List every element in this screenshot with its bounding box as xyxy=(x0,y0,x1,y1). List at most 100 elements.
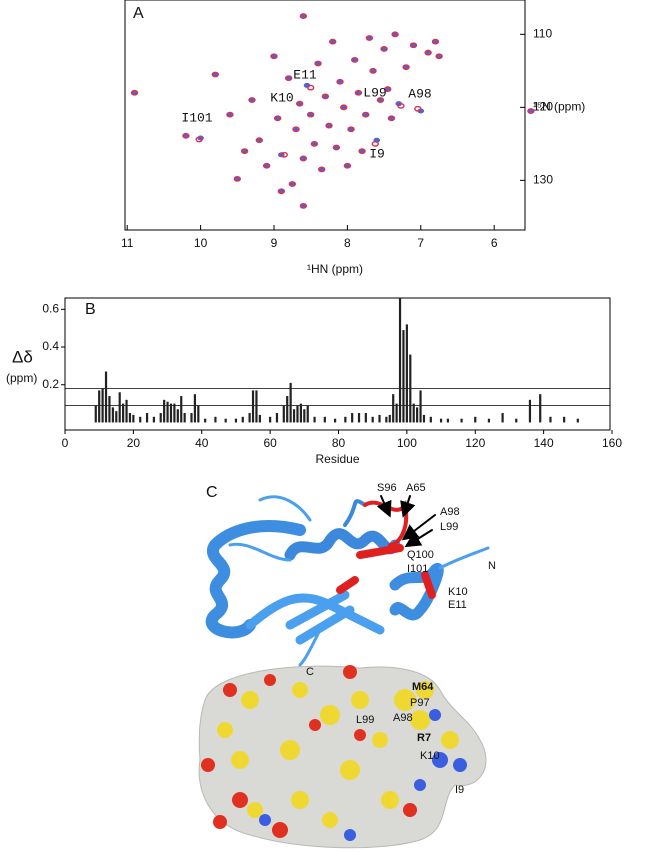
bar xyxy=(204,418,207,423)
y-axis-label: ¹⁵N (ppm) xyxy=(533,100,585,114)
x-tick-label: 6 xyxy=(491,236,498,250)
bar xyxy=(241,416,244,423)
bar xyxy=(101,388,104,423)
x-tick-label: 0 xyxy=(62,436,69,450)
peak xyxy=(376,97,385,103)
bar xyxy=(255,390,258,423)
bar xyxy=(111,407,114,423)
bar xyxy=(398,298,402,423)
peak xyxy=(343,162,352,169)
surface-label: P97 xyxy=(410,697,430,709)
bars xyxy=(94,298,579,423)
peak xyxy=(329,38,337,45)
peak xyxy=(292,126,300,133)
bar xyxy=(515,418,518,423)
bar xyxy=(214,416,217,423)
bar xyxy=(180,396,183,423)
peak xyxy=(362,111,370,118)
x-tick-label: 160 xyxy=(602,436,622,450)
peak xyxy=(270,53,278,60)
peak xyxy=(402,64,410,71)
peak xyxy=(380,46,388,52)
residue-label: C xyxy=(306,666,314,678)
peak xyxy=(340,104,348,111)
bar xyxy=(193,394,197,423)
bar xyxy=(422,414,426,423)
panel-a: A 11 10 9 8 7 6 110 120 130 ¹HN (ppm) ¹⁵N (ppm) E11K… xyxy=(121,0,585,276)
peak xyxy=(391,31,399,38)
bar xyxy=(344,416,347,423)
bar xyxy=(94,405,97,423)
x-axis-label: Residue xyxy=(315,452,359,466)
bar xyxy=(549,416,552,423)
surface-label: I9 xyxy=(455,784,464,796)
x-tick-label: 20 xyxy=(127,436,141,450)
bar xyxy=(501,413,504,423)
y-tick-label: 0.6 xyxy=(42,301,59,315)
residue-label: K10 xyxy=(448,586,468,598)
bar xyxy=(539,394,542,423)
bar xyxy=(446,418,449,423)
peak xyxy=(321,93,330,100)
peak xyxy=(182,132,190,139)
bar xyxy=(323,416,326,423)
peak xyxy=(347,126,355,133)
peak xyxy=(414,105,422,112)
surface-label: A98 xyxy=(393,712,413,724)
bar xyxy=(269,416,272,423)
peak xyxy=(310,140,319,147)
residue-label: N xyxy=(488,560,496,572)
residue-label: A98 xyxy=(440,506,460,518)
x-tick-label: 60 xyxy=(263,436,277,450)
peak xyxy=(369,67,377,74)
ribbon-structure xyxy=(205,495,490,667)
bar xyxy=(392,394,395,423)
peak xyxy=(314,60,322,67)
peak xyxy=(351,56,359,63)
peak xyxy=(358,148,366,155)
peak xyxy=(226,111,234,118)
peak xyxy=(354,89,363,96)
peak xyxy=(409,42,418,49)
y-tick-label: 0.2 xyxy=(42,377,59,391)
bar xyxy=(173,403,176,423)
bar xyxy=(128,413,132,423)
bar xyxy=(275,413,279,423)
panel-b: B 0 20 40 60 80 100 120 140 160 0.2 0.4 0.6 Residue Δδ… xyxy=(6,297,622,466)
peak xyxy=(527,108,535,114)
bar xyxy=(357,413,361,423)
peak xyxy=(299,203,308,209)
residue-label: E11 xyxy=(448,599,467,611)
bar xyxy=(576,418,579,423)
bar xyxy=(289,382,292,423)
bar xyxy=(388,414,391,423)
bar xyxy=(176,409,179,423)
peak xyxy=(295,100,304,107)
peak-annotation: I101 xyxy=(181,110,212,125)
bar xyxy=(412,403,415,423)
peak xyxy=(284,75,293,82)
bar xyxy=(306,405,309,423)
bar xyxy=(409,354,412,423)
x-tick-label: 120 xyxy=(465,436,485,450)
bar xyxy=(139,416,142,423)
surface-label: K10 xyxy=(420,750,440,762)
bar xyxy=(159,413,162,423)
x-tick-label: 8 xyxy=(344,236,351,250)
peak xyxy=(384,86,392,92)
x-tick-label: 80 xyxy=(332,436,346,450)
bar xyxy=(296,405,299,423)
peak xyxy=(317,166,326,173)
bar xyxy=(371,416,374,423)
peak xyxy=(336,78,344,85)
peak xyxy=(299,155,308,162)
peak xyxy=(424,49,432,56)
bar xyxy=(333,418,337,423)
bar xyxy=(395,403,398,423)
bar xyxy=(429,416,432,423)
peak xyxy=(306,84,315,91)
peak-annotation: E11 xyxy=(293,67,317,82)
bar xyxy=(183,413,186,423)
bar xyxy=(145,413,149,423)
